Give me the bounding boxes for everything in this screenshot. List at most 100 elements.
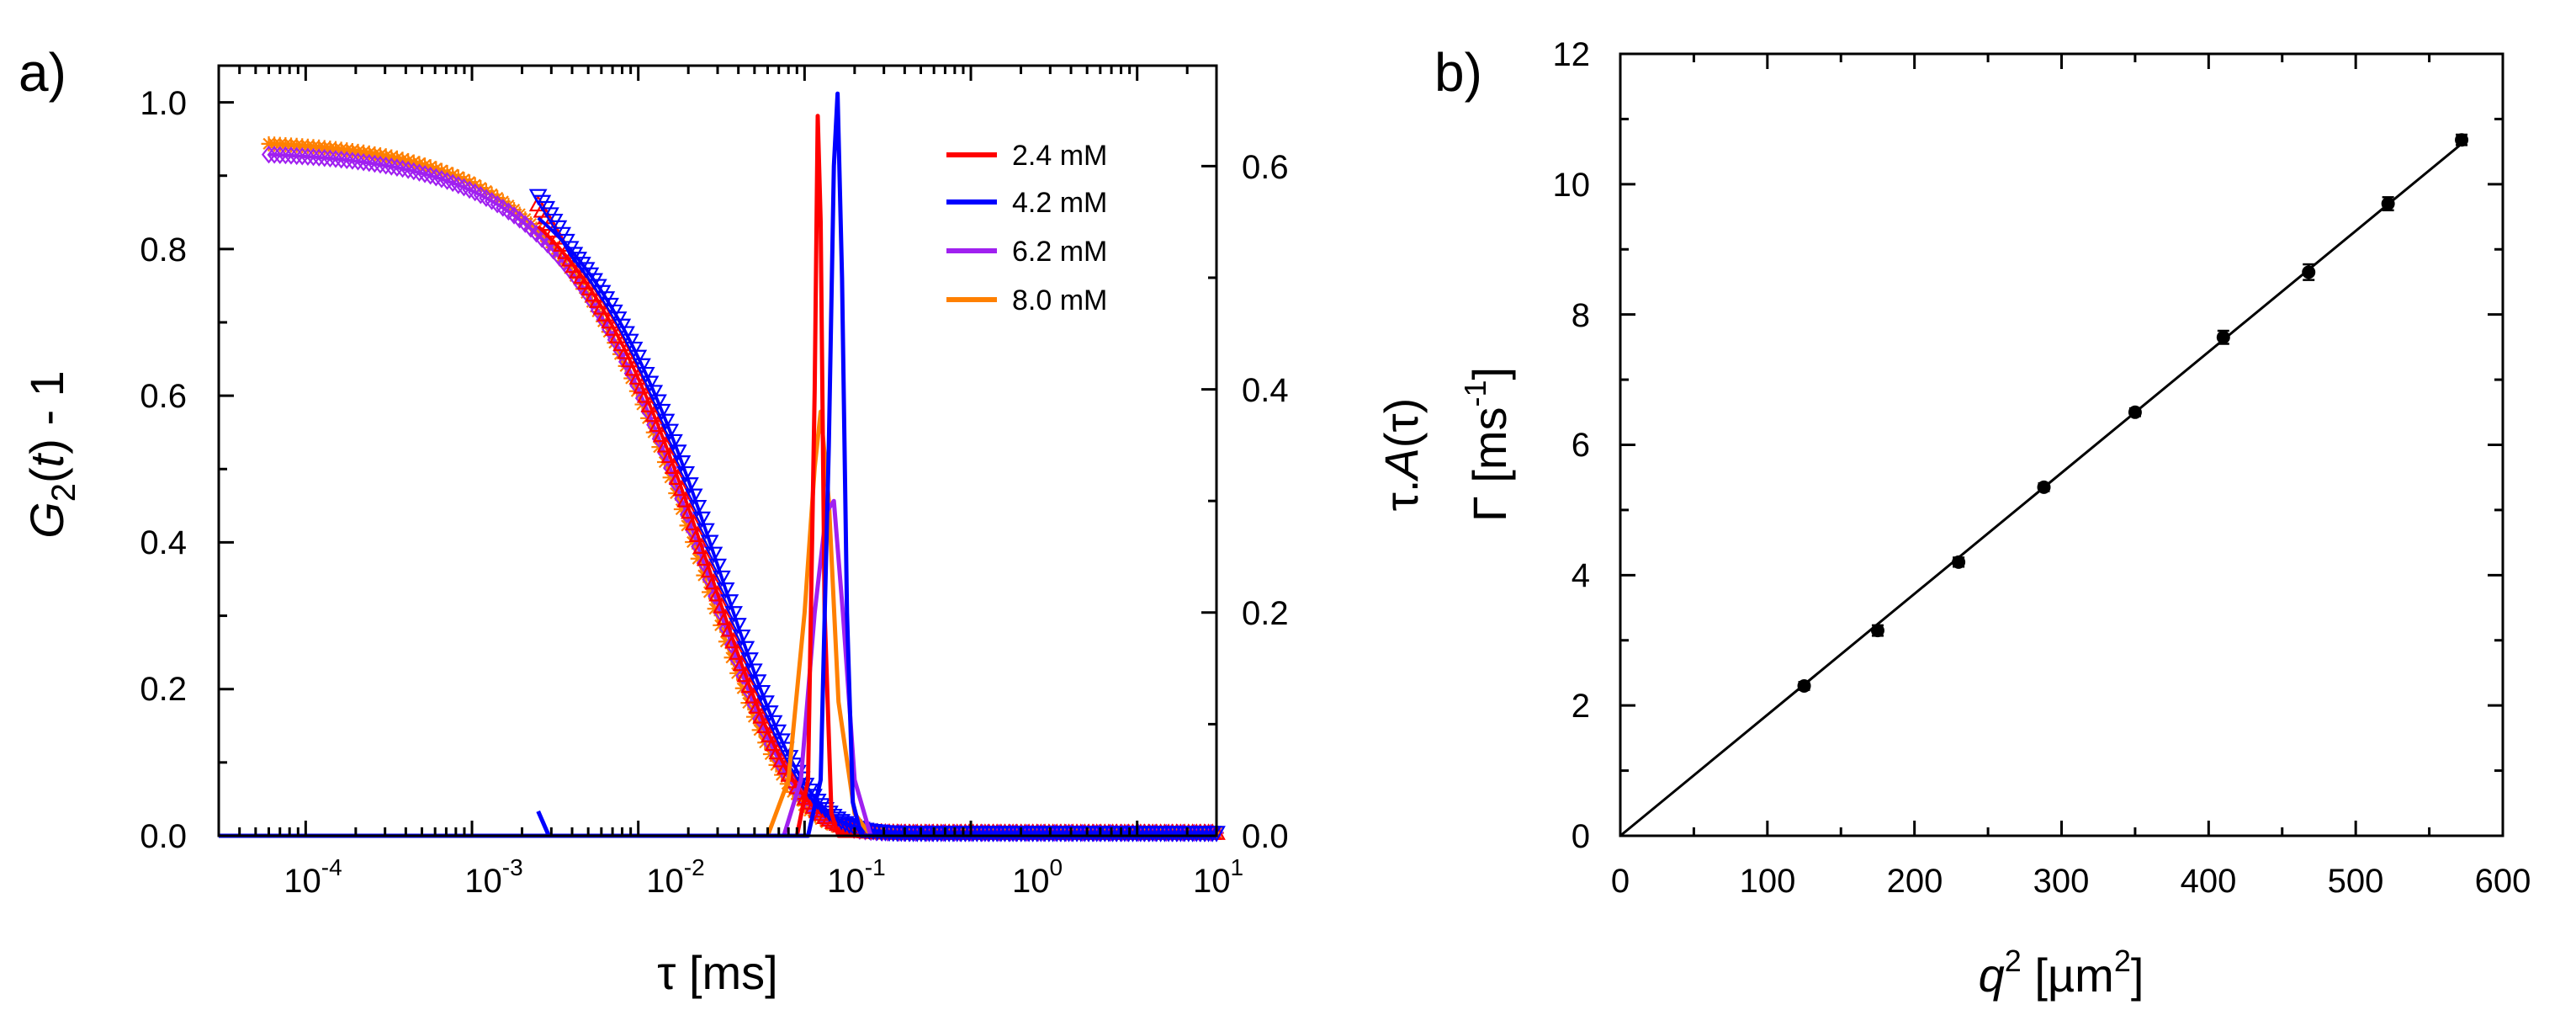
legend-label-8.0mM: 8.0 mM [1012,284,1107,316]
panel-b-x-title: q2 [µm2] [1979,944,2144,1002]
data-point-4.2mM [665,433,683,451]
data-point-4.2mM [644,385,664,401]
panel-a-plot-area [219,91,1226,843]
data-point-4.2mM [708,558,727,576]
data-point-6.2mM [289,146,305,166]
distribution-curve-4.2mM [219,91,1216,838]
b-ytick-label-2: 2 [1572,688,1590,725]
a-ytick-label-0.8: 0.8 [140,231,187,268]
a-y2tick-label-0.0: 0.0 [1242,818,1289,855]
data-point-6.2mM [317,148,332,167]
data-point [2302,265,2316,279]
b-ytick-label-6: 6 [1572,427,1590,464]
data-point-4.2mM [676,465,696,483]
data-point-4.2mM [628,349,648,367]
data-point-4.2mM [652,403,671,421]
data-point-4.2mM [569,252,587,268]
series-4.2mM [528,189,1226,843]
panel-a-label: a) [19,42,66,103]
a-ytick-label-0.0: 0.0 [140,818,187,855]
a-xtick-label-1e-4: 10-4 [284,854,342,900]
a-ytick-label-0.2: 0.2 [140,671,187,708]
panel-a-legend: 2.4 mM 4.2 mM 6.2 mM 8.0 mM [946,140,1107,316]
panel-a-frame [217,64,1218,837]
panel-b-y-title: Γ [ms-1] [1458,367,1516,522]
b-xtick-label-0: 0 [1611,863,1630,900]
b-ytick-label-10: 10 [1553,167,1591,204]
panel-a-x-title: τ [ms] [657,946,777,999]
data-point [1870,624,1884,638]
data-point-4.2mM [681,477,699,494]
data-point-2.4mM [700,561,719,578]
data-point-2.4mM [728,643,747,660]
panel-a-y2-ticks [1201,164,1216,837]
data-point-4.2mM [752,684,771,702]
data-point-2.4mM [708,584,727,602]
data-point-2.4mM [660,446,680,464]
data-point [1952,555,1966,569]
panel-b-y-tick-labels: 0 2 4 6 8 10 12 [1553,36,1591,855]
data-point-4.2mM [740,652,759,669]
data-point-6.2mM [350,152,366,171]
data-point-2.4mM [688,525,708,542]
data-point-4.2mM [764,715,783,732]
data-point-6.2mM [384,157,399,176]
data-point [2455,133,2469,147]
b-xtick-label-200: 200 [1887,863,1943,900]
data-point-4.2mM [660,423,680,441]
data-point-4.2mM [712,570,731,587]
data-point-4.2mM [572,257,591,274]
data-point-4.2mM [748,674,767,691]
data-point [2381,197,2395,211]
data-point-4.2mM [672,455,692,472]
panel-b-frame [1619,52,2504,837]
data-point-6.2mM [294,146,310,166]
data-point-4.2mM [736,641,755,658]
data-point-6.2mM [334,150,349,169]
data-point-4.2mM [732,629,751,646]
data-point-2.4mM [736,665,755,683]
data-point-6.2mM [322,149,338,168]
distribution-curve-2.4mM [219,114,1216,838]
data-point-6.2mM [278,146,293,165]
fit-curve-2.4mM [537,225,1216,835]
a-ytick-label-1.0: 1.0 [140,85,187,122]
data-point-4.2mM [688,500,708,517]
a-xtick-label-1e-3: 10-3 [464,854,522,900]
data-point-4.2mM [636,366,655,384]
legend-label-2.4mM: 2.4 mM [1012,140,1107,172]
data-point-4.2mM [668,444,687,461]
data-point [1797,678,1811,693]
data-point-6.2mM [300,147,315,166]
data-point-4.2mM [704,546,724,564]
data-point-4.2mM [564,247,584,263]
legend-label-4.2mM: 4.2 mM [1012,187,1107,219]
data-point-6.2mM [362,153,377,173]
data-point [2216,330,2230,344]
data-point-4.2mM [768,724,787,742]
b-xtick-label-600: 600 [2475,863,2531,900]
data-point-6.2mM [267,146,282,164]
data-point-4.2mM [697,523,715,540]
data-point [2128,405,2142,419]
data-point-6.2mM [373,155,388,174]
data-point-4.2mM [620,333,639,351]
panel-a-x-ticks [217,66,1218,836]
data-point-6.2mM [379,156,394,175]
data-point-2.4mM [692,537,712,554]
panel-a: a) 10-4 10-3 10-2 10-1 100 101 0.0 0.2 0… [19,42,1428,999]
data-point [2037,480,2051,494]
panel-a-y-title: G2(t) - 1 [20,370,82,539]
data-point-2.4mM [672,479,692,497]
b-xtick-label-300: 300 [2033,863,2090,900]
b-xtick-label-100: 100 [1740,863,1796,900]
b-ytick-label-12: 12 [1553,36,1591,73]
a-xtick-label-1e-1: 10-1 [827,854,885,900]
data-point-6.2mM [356,152,371,172]
data-point-2.4mM [716,609,735,625]
data-point-4.2mM [640,375,660,393]
fit-curve-4.2mM [537,216,1216,835]
data-point-6.2mM [752,710,767,728]
data-point-6.2mM [390,158,405,177]
